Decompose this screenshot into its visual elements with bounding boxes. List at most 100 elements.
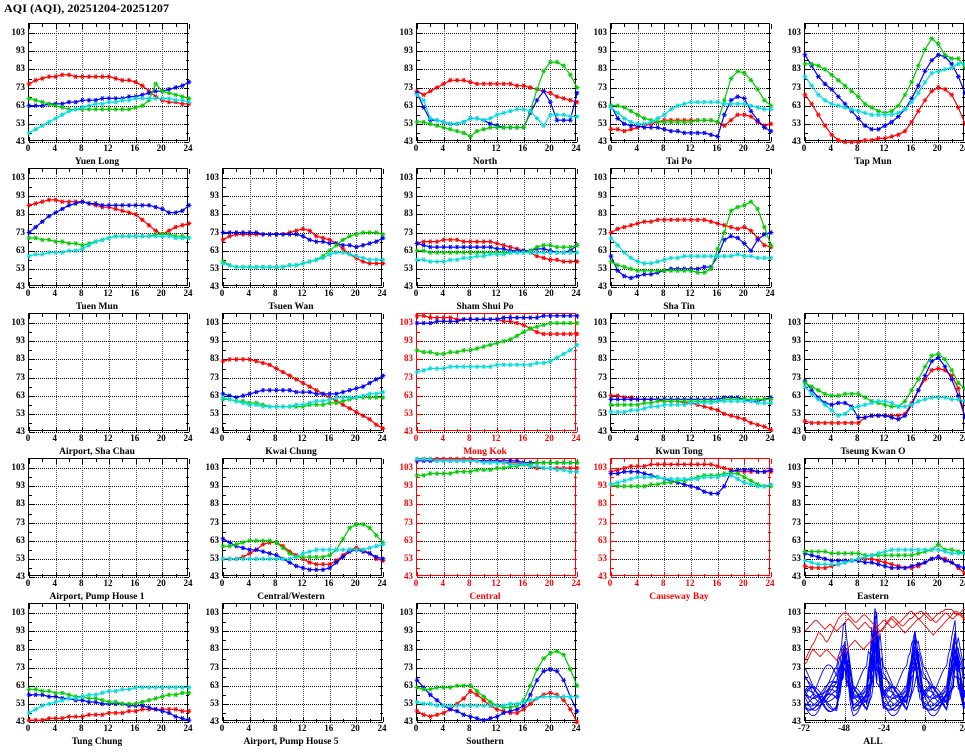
x-gridline [82, 169, 84, 287]
x-axis-tick-label: 24 [959, 578, 965, 588]
y-axis-tick-label: 63 [16, 389, 25, 400]
x-gridline [443, 459, 445, 577]
x-axis-tick [691, 137, 692, 142]
series-line-green [416, 322, 577, 355]
x-axis-minor-tick [731, 459, 732, 462]
series-markers-blue [220, 536, 386, 573]
y-axis-tick-label: 103 [787, 607, 802, 618]
x-axis-tick-label: 0 [25, 288, 31, 298]
y-axis-tick [29, 685, 34, 687]
y-axis-minor-tick [380, 350, 383, 352]
y-axis-tick [378, 722, 383, 723]
x-axis-tick-label: 12 [297, 723, 307, 733]
x-axis-tick [497, 314, 498, 319]
y-axis-tick [572, 341, 577, 343]
y-axis-tick [417, 468, 422, 470]
series-line-green [610, 200, 772, 274]
plot-area [608, 23, 774, 143]
x-axis-minor-tick [263, 284, 264, 287]
x-axis-minor-tick [430, 604, 432, 607]
y-axis-minor-tick [611, 223, 614, 225]
x-axis-minor-tick [236, 459, 238, 462]
x-gridline [637, 169, 639, 287]
x-axis-tick [691, 24, 692, 29]
x-axis-tick [329, 169, 331, 174]
y-axis-tick [223, 341, 228, 343]
x-axis-tick [523, 24, 525, 29]
x-gridline [717, 169, 719, 287]
x-axis-minor-tick [42, 139, 44, 142]
y-axis-minor-tick [417, 386, 420, 388]
x-axis-tick [162, 427, 164, 432]
x-axis-minor-tick [651, 314, 652, 317]
y-axis-tick-label: 73 [792, 661, 801, 672]
x-axis-minor-tick [122, 459, 124, 462]
x-axis-tick [550, 717, 552, 722]
y-axis-minor-tick [186, 477, 189, 479]
plot-area [220, 313, 386, 433]
y-gridline [805, 722, 965, 723]
y-axis-tick-label: 103 [593, 172, 608, 183]
x-axis-tick [611, 282, 612, 287]
x-axis-tick [303, 427, 304, 432]
x-axis-tick [329, 717, 331, 722]
page-title: AQI (AQI), 20251204-20251207 [4, 1, 170, 15]
x-axis-tick [911, 572, 913, 577]
y-axis-minor-tick [380, 477, 383, 479]
x-axis-tick-label: 4 [828, 143, 833, 153]
panel-title: Kwai Chung [265, 447, 317, 457]
x-axis-tick-label: 12 [685, 433, 695, 443]
x-axis-tick [577, 717, 578, 722]
y-axis-minor-tick [574, 187, 577, 189]
series-markers-cyan [608, 398, 774, 415]
x-axis-tick-label: 24 [183, 578, 193, 588]
y-axis-tick [184, 33, 189, 35]
x-axis-minor-tick [677, 284, 679, 287]
x-gridline [497, 314, 498, 432]
y-axis-tick [572, 287, 577, 288]
x-axis-tick-label: 20 [932, 433, 942, 443]
x-axis-tick-label: 24 [377, 433, 387, 443]
x-axis-tick [577, 427, 578, 432]
x-axis-tick [276, 459, 278, 464]
x-axis-tick [189, 459, 190, 464]
x-axis-tick [470, 717, 472, 722]
x-axis-tick-label: 16 [906, 578, 916, 588]
panel-airport-pump-house-5: 43 53 63 73 83 93 103 0 4 8 12 16 20 24 Airport, Pump … [194, 594, 388, 747]
x-axis-tick-label: 24 [959, 433, 965, 443]
x-axis-tick-label: 0 [219, 578, 225, 588]
x-axis-tick-label: 8 [79, 578, 84, 588]
series-markers-blue [414, 667, 580, 723]
x-axis-tick-label: 0 [25, 433, 31, 443]
y-axis-tick [184, 413, 189, 415]
y-axis-tick [417, 703, 422, 705]
y-axis-minor-tick [223, 187, 226, 189]
y-axis-minor-tick [223, 205, 226, 207]
y-axis-minor-tick [29, 42, 32, 44]
x-axis-minor-tick [537, 139, 538, 142]
panel-title: Causeway Bay [649, 592, 709, 602]
x-gridline [523, 24, 525, 142]
x-axis-minor-tick [289, 429, 291, 432]
y-axis-minor-tick [805, 350, 808, 352]
y-axis-tick-label: 63 [404, 389, 413, 400]
panel-central: 43 53 63 73 83 93 103 0 4 8 12 16 20 24 Central [388, 449, 582, 602]
y-axis-minor-tick [574, 567, 577, 569]
x-axis-minor-tick [704, 139, 706, 142]
x-axis-minor-tick [42, 24, 44, 27]
x-axis-tick-label: 24 [765, 143, 775, 153]
x-axis-minor-tick [95, 719, 97, 722]
series-overlay [802, 351, 965, 426]
y-axis-tick [805, 613, 810, 615]
series-overlay [414, 237, 580, 264]
y-axis-tick [766, 577, 771, 578]
x-axis-minor-tick [430, 24, 432, 27]
y-axis-tick [378, 214, 383, 216]
y-axis-tick [611, 323, 616, 325]
x-axis-tick [497, 427, 498, 432]
y-axis-tick-label: 53 [598, 407, 607, 418]
y-axis-tick [378, 522, 383, 524]
x-axis-minor-tick [757, 139, 759, 142]
y-axis-tick-label: 43 [792, 571, 801, 581]
x-axis-tick-label: 12 [491, 143, 501, 153]
